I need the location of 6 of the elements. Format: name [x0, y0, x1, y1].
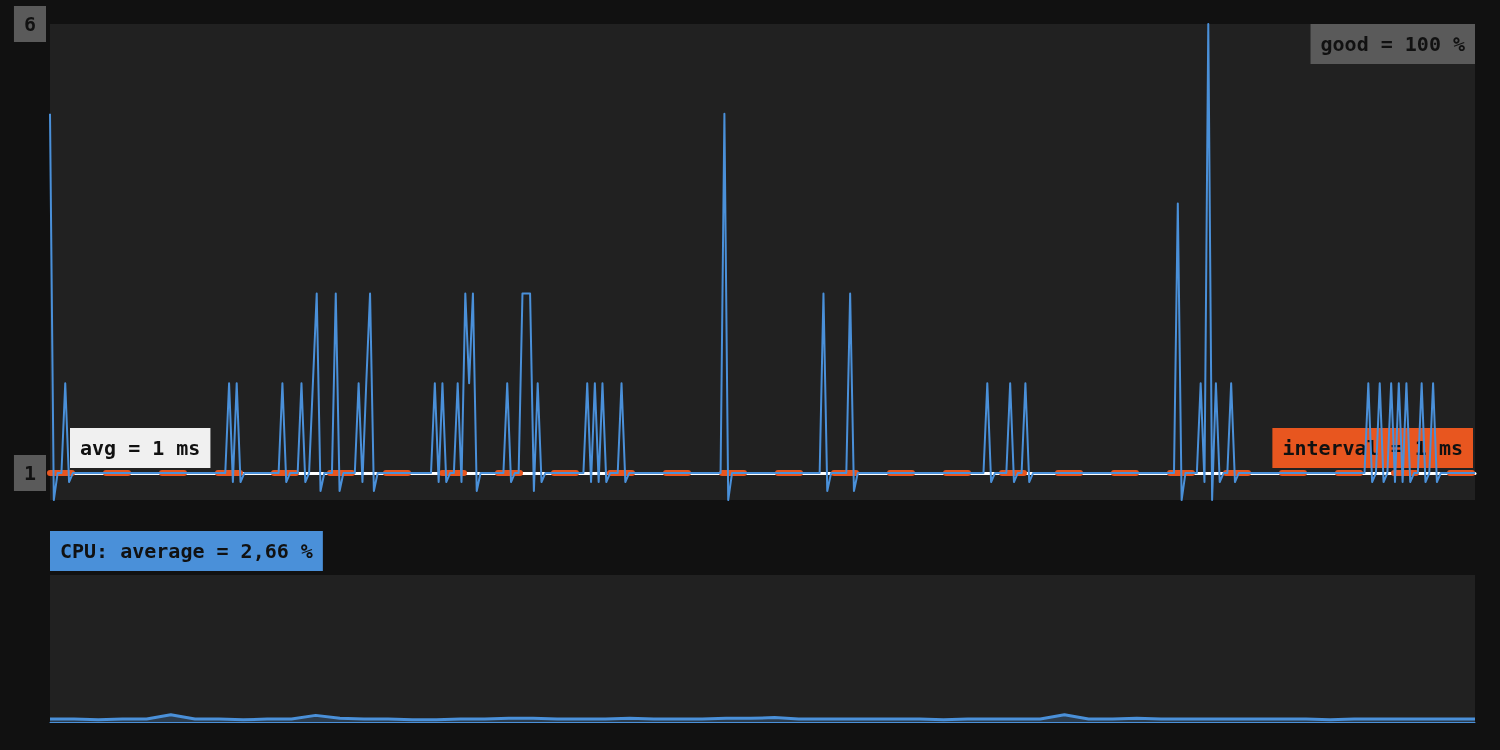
line-series — [49, 23, 1476, 501]
chart-title: CPU: average = 2,66 % — [60, 539, 313, 563]
ref-line-label: avg = 1 ms — [80, 436, 201, 461]
y-tick-label: 1 — [23, 461, 36, 486]
annotation: good = 100 % — [1320, 32, 1466, 56]
y-tick-label: 6 — [23, 12, 36, 36]
